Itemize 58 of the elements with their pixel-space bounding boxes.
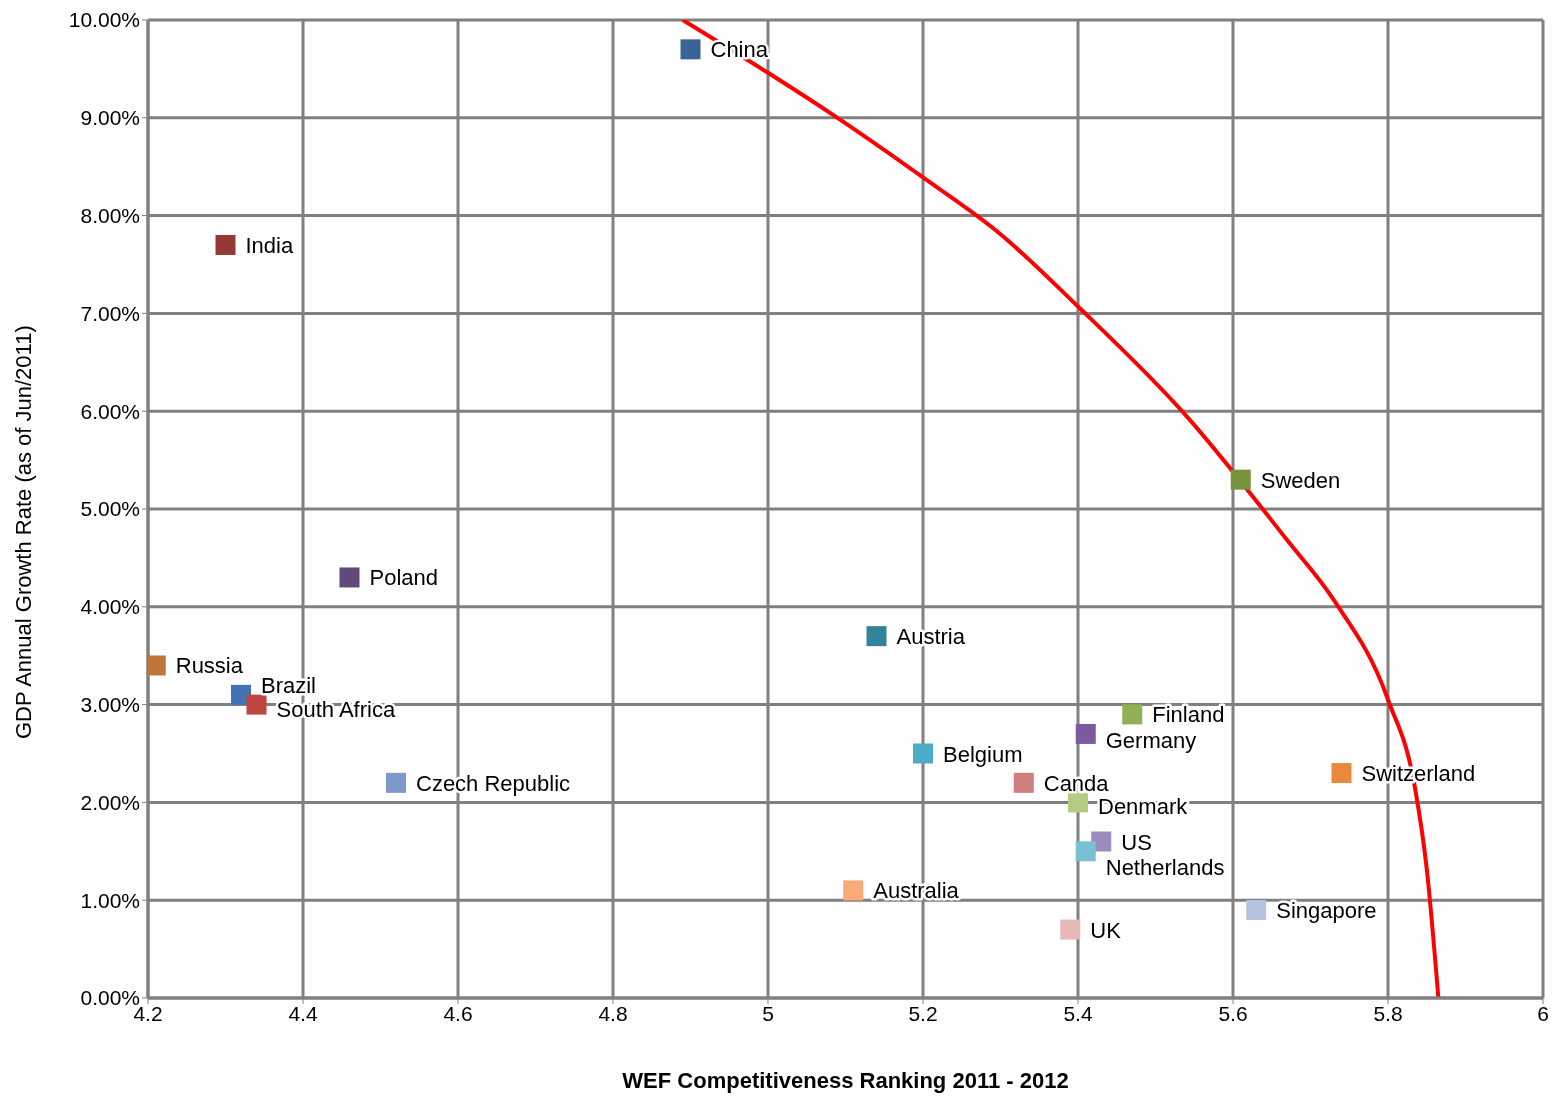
series-label: Germany — [1105, 727, 1197, 753]
point — [1331, 763, 1352, 784]
y-tick-label: 1.00% — [80, 888, 140, 912]
series-label: US — [1121, 829, 1152, 855]
y-tick-label: 3.00% — [80, 693, 140, 717]
series-label: Belgium — [943, 741, 1023, 767]
y-axis-title: GDP Annual Growth Rate (as of Jun/2011) — [10, 325, 36, 739]
y-tick-label: 9.00% — [80, 106, 140, 130]
x-tick-label: 4.4 — [288, 1001, 318, 1025]
x-tick-label: 5.6 — [1218, 1001, 1248, 1025]
x-tick-label: 4.6 — [443, 1001, 473, 1025]
point — [1013, 772, 1034, 793]
point — [913, 743, 933, 764]
series-label: Finland — [1152, 702, 1225, 728]
point — [1230, 469, 1251, 490]
series-label: Denmark — [1098, 794, 1189, 820]
point — [339, 567, 360, 588]
y-tick-label: 10.00% — [68, 8, 140, 32]
y-tick-label: 2.00% — [80, 790, 140, 814]
y-tick-label: 8.00% — [80, 204, 140, 228]
series-label: Singapore — [1276, 897, 1377, 923]
series-label: India — [245, 232, 294, 258]
point — [680, 39, 701, 60]
series-label: Brazil — [261, 672, 317, 698]
x-tick-label: 5.4 — [1063, 1001, 1093, 1025]
point — [1075, 723, 1096, 744]
x-tick-label: 5.2 — [908, 1001, 938, 1025]
series-label: Austria — [896, 624, 966, 650]
x-axis-title: WEF Competitiveness Ranking 2011 - 2012 — [622, 1068, 1069, 1093]
point — [1075, 841, 1096, 862]
series-label: UK — [1090, 917, 1122, 943]
point — [148, 655, 166, 676]
series-label: Canda — [1043, 770, 1110, 796]
y-tick-label: 7.00% — [80, 301, 140, 325]
series-label: South Africa — [276, 696, 396, 722]
point — [386, 772, 406, 793]
x-tick-label: 6 — [1537, 1001, 1549, 1025]
series-label: Czech Republic — [416, 770, 571, 796]
x-tick-label: 5 — [762, 1001, 774, 1025]
series-label: Poland — [369, 565, 439, 591]
series-label: Netherlands — [1105, 855, 1225, 881]
x-tick-label: 4.8 — [598, 1001, 628, 1025]
x-tick-label: 5.8 — [1373, 1001, 1403, 1025]
point — [1246, 899, 1267, 920]
point — [246, 694, 267, 715]
y-tick-label: 5.00% — [80, 497, 140, 521]
y-tick-label: 4.00% — [80, 595, 140, 619]
point — [843, 880, 864, 901]
point — [866, 626, 887, 647]
point — [1068, 792, 1088, 813]
point — [231, 684, 251, 705]
point — [215, 234, 236, 255]
point — [1122, 704, 1143, 725]
series-label: Sweden — [1260, 467, 1341, 493]
y-tick-label: 6.00% — [80, 399, 140, 423]
point — [1060, 919, 1081, 940]
series-label: Russia — [175, 653, 244, 679]
series-label: Australia — [873, 878, 960, 904]
